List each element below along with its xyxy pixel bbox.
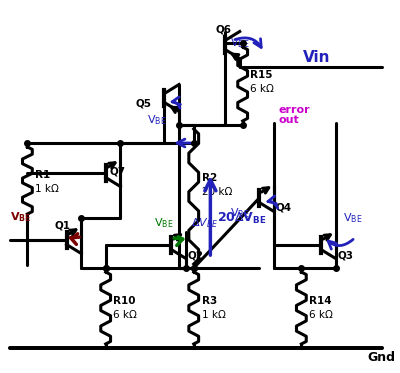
Text: Q7: Q7 <box>110 166 126 176</box>
Text: R10: R10 <box>114 296 136 306</box>
Text: R14: R14 <box>309 296 332 306</box>
Text: 20 kΩ: 20 kΩ <box>202 187 232 197</box>
Text: 6 kΩ: 6 kΩ <box>309 310 333 320</box>
Text: Q2: Q2 <box>188 250 204 260</box>
Text: error: error <box>279 105 310 115</box>
Text: R3: R3 <box>202 296 217 306</box>
Text: V$_\mathregular{BE}$: V$_\mathregular{BE}$ <box>154 216 173 230</box>
Text: Q6: Q6 <box>215 24 231 34</box>
Text: out: out <box>279 115 300 125</box>
Text: Gnd: Gnd <box>367 351 395 364</box>
Text: 1 kΩ: 1 kΩ <box>202 310 226 320</box>
Text: Vin: Vin <box>303 50 331 65</box>
Text: 1 kΩ: 1 kΩ <box>35 184 59 194</box>
Text: Q4: Q4 <box>276 203 292 213</box>
Text: V$_\mathregular{BE}$: V$_\mathregular{BE}$ <box>230 36 249 50</box>
Text: V$_\mathregular{BE}$: V$_\mathregular{BE}$ <box>344 211 363 225</box>
Text: Q3: Q3 <box>338 250 354 260</box>
Text: V$_\mathregular{BE}$: V$_\mathregular{BE}$ <box>147 113 166 127</box>
Text: V$_\mathregular{BE}$: V$_\mathregular{BE}$ <box>230 206 249 220</box>
Text: $\Delta$V$_\mathregular{BE}$: $\Delta$V$_\mathregular{BE}$ <box>191 217 218 231</box>
Text: Q1: Q1 <box>55 221 71 231</box>
Text: R15: R15 <box>250 70 273 80</box>
Text: 20$\Delta$V$_\mathregular{BE}$: 20$\Delta$V$_\mathregular{BE}$ <box>217 210 267 226</box>
Text: V$_\mathregular{BE}$: V$_\mathregular{BE}$ <box>10 210 31 224</box>
Text: 6 kΩ: 6 kΩ <box>114 310 137 320</box>
Text: Q5: Q5 <box>135 98 151 108</box>
Text: R1: R1 <box>35 170 50 180</box>
Text: R2: R2 <box>202 173 217 183</box>
Text: 6 kΩ: 6 kΩ <box>250 84 274 94</box>
